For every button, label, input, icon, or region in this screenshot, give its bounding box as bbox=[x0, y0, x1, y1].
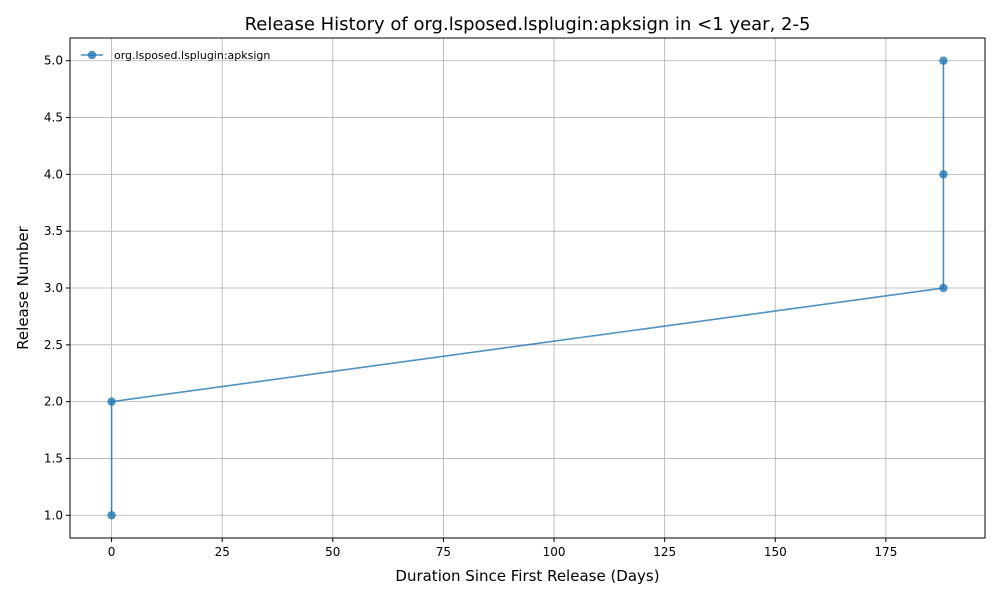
y-tick-label: 3.5 bbox=[44, 224, 63, 238]
y-tick-label: 4.0 bbox=[44, 167, 63, 181]
y-tick-label: 3.0 bbox=[44, 281, 63, 295]
y-tick-label: 1.5 bbox=[44, 451, 63, 465]
x-tick-label: 25 bbox=[215, 545, 230, 559]
legend: org.lsposed.lsplugin:apksign bbox=[81, 49, 270, 62]
legend-point-marker bbox=[87, 50, 97, 60]
y-tick-label: 2.0 bbox=[44, 395, 63, 409]
x-tick-label: 125 bbox=[653, 545, 676, 559]
legend-label: org.lsposed.lsplugin:apksign bbox=[114, 49, 270, 62]
chart-title: Release History of org.lsposed.lsplugin:… bbox=[245, 14, 811, 35]
x-axis-label: Duration Since First Release (Days) bbox=[395, 567, 659, 585]
x-tick-label: 0 bbox=[108, 545, 116, 559]
data-point bbox=[939, 170, 948, 179]
series-layer bbox=[107, 56, 948, 520]
y-tick-label: 2.5 bbox=[44, 338, 63, 352]
x-tick-label: 150 bbox=[764, 545, 787, 559]
y-tick-label: 1.0 bbox=[44, 508, 63, 522]
y-tick-label: 5.0 bbox=[44, 54, 63, 68]
grid bbox=[70, 38, 985, 538]
x-tick-label: 175 bbox=[874, 545, 897, 559]
data-point bbox=[939, 283, 948, 293]
x-tick-label: 100 bbox=[543, 545, 566, 559]
x-tick-label: 75 bbox=[436, 545, 451, 559]
data-point bbox=[107, 397, 116, 406]
y-axis-label: Release Number bbox=[14, 225, 32, 349]
y-tick-label: 4.5 bbox=[44, 111, 63, 125]
ticks: 0 25 50 75 100 125 150 175 1.0 1.5 2.0 2.5 3.0 3.5 4.0… bbox=[44, 54, 897, 559]
x-tick-label: 50 bbox=[325, 545, 340, 559]
data-point bbox=[107, 511, 116, 520]
data-point bbox=[939, 56, 948, 65]
